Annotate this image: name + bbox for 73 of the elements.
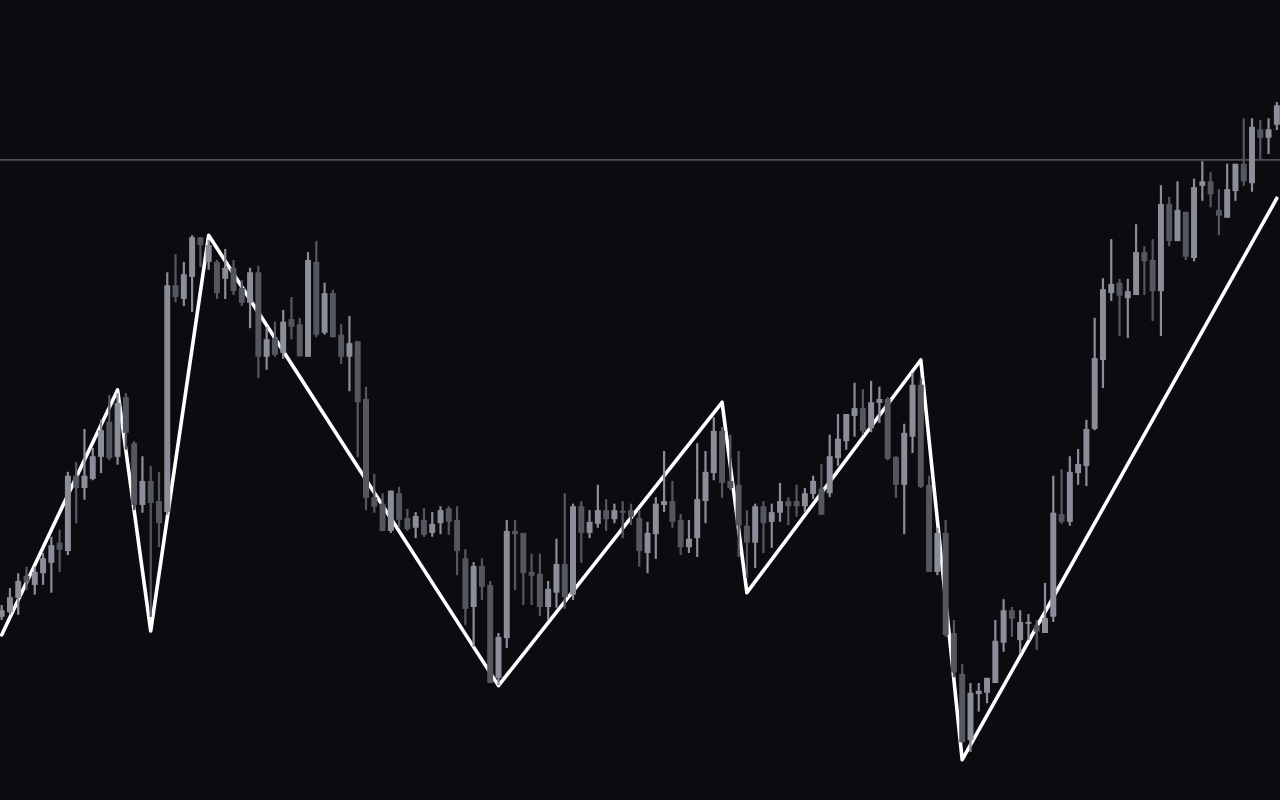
candlestick [1215, 188, 1222, 237]
candlestick [627, 502, 634, 527]
candlestick [263, 325, 270, 371]
candlestick [40, 551, 47, 586]
candlestick [777, 481, 783, 523]
candlestick [222, 247, 229, 301]
candlestick [1025, 613, 1032, 642]
candlestick [644, 520, 651, 575]
candlestick [801, 486, 808, 514]
candlestick [876, 385, 883, 425]
candlestick [851, 381, 858, 438]
candlestick [768, 502, 775, 549]
candlestick [661, 449, 668, 514]
candlestick [835, 412, 841, 468]
candlestick [1124, 277, 1131, 340]
candlestick [859, 388, 866, 436]
candlestick [760, 499, 767, 555]
candlestick [371, 472, 378, 514]
candlestick [73, 460, 80, 525]
candlestick [594, 483, 601, 529]
candlestick [810, 474, 817, 501]
candlestick [197, 236, 204, 269]
candlestick [56, 528, 63, 573]
candlestick [412, 510, 419, 540]
candlestick [727, 433, 734, 492]
candlestick [1033, 618, 1040, 651]
candlestick [1116, 277, 1123, 338]
candlestick [437, 505, 444, 536]
candlestick [545, 579, 552, 622]
candlestick [429, 510, 436, 538]
candlestick [793, 483, 800, 518]
candlestick [669, 479, 676, 529]
candlestick [1273, 100, 1280, 132]
candlestick [48, 535, 55, 594]
candlestick [1141, 245, 1148, 297]
candlestick [6, 587, 13, 616]
candlestick [238, 278, 245, 308]
candlestick [478, 557, 485, 601]
candlestick [420, 507, 427, 538]
candlestick [81, 427, 88, 501]
candlestick [1058, 468, 1065, 525]
candlestick [338, 323, 345, 366]
candlestick [1265, 117, 1272, 156]
candlestick [619, 499, 626, 540]
candlestick [1042, 581, 1048, 635]
candlestick [1199, 160, 1206, 202]
candlestick [172, 252, 179, 304]
candlestick [1075, 447, 1082, 486]
candlestick [288, 295, 295, 341]
candlestick [271, 320, 278, 358]
candlestick [512, 518, 519, 592]
candlestick [1017, 609, 1024, 655]
candlestick [147, 464, 154, 618]
candlestick [528, 552, 535, 607]
candlestick [1207, 171, 1214, 209]
candlestick [586, 509, 593, 540]
candlestick [346, 314, 353, 393]
candlestick [89, 446, 96, 482]
candlestick [445, 505, 452, 536]
candlestick [984, 676, 991, 705]
candlestick [743, 509, 750, 579]
candlestick [15, 572, 22, 616]
candlestick [685, 518, 692, 555]
candlestick [156, 470, 162, 549]
candlestick [404, 507, 411, 533]
candlestick [205, 238, 212, 271]
candlestick [1108, 238, 1115, 302]
candlestick [785, 496, 792, 527]
candlestick [1008, 605, 1015, 638]
candlestick [975, 681, 982, 713]
candlestick [31, 565, 38, 596]
candlestick [611, 502, 618, 525]
candlestick [603, 498, 610, 533]
